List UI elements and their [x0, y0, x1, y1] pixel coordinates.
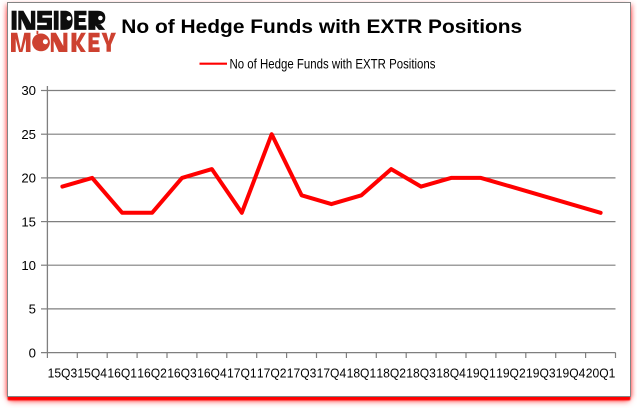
svg-text:19Q3: 19Q3	[526, 366, 556, 381]
svg-text:5: 5	[29, 302, 36, 317]
svg-text:0: 0	[29, 345, 36, 360]
svg-text:17Q2: 17Q2	[257, 366, 287, 381]
svg-text:16Q3: 16Q3	[167, 366, 197, 381]
svg-text:25: 25	[21, 127, 36, 142]
svg-text:15Q4: 15Q4	[77, 366, 107, 381]
svg-text:30: 30	[21, 83, 36, 98]
svg-text:17Q1: 17Q1	[227, 366, 257, 381]
svg-text:No of Hedge Funds with EXTR Po: No of Hedge Funds with EXTR Positions	[121, 16, 522, 38]
svg-text:18Q4: 18Q4	[436, 366, 466, 381]
svg-text:16Q4: 16Q4	[197, 366, 227, 381]
svg-text:20Q1: 20Q1	[586, 366, 616, 381]
svg-text:18Q3: 18Q3	[406, 366, 436, 381]
svg-text:19Q1: 19Q1	[466, 366, 496, 381]
svg-text:15Q3: 15Q3	[48, 366, 78, 381]
svg-text:15: 15	[21, 214, 36, 229]
svg-text:16Q2: 16Q2	[137, 366, 167, 381]
svg-text:16Q1: 16Q1	[107, 366, 137, 381]
svg-text:20: 20	[21, 171, 36, 186]
svg-text:19Q4: 19Q4	[556, 366, 586, 381]
svg-text:10: 10	[21, 258, 36, 273]
svg-text:19Q2: 19Q2	[496, 366, 526, 381]
svg-text:18Q1: 18Q1	[347, 366, 377, 381]
svg-text:18Q2: 18Q2	[376, 366, 406, 381]
svg-text:17Q3: 17Q3	[287, 366, 317, 381]
svg-text:No of Hedge Funds with EXTR Po: No of Hedge Funds with EXTR Positions	[230, 56, 436, 71]
svg-text:17Q4: 17Q4	[317, 366, 347, 381]
